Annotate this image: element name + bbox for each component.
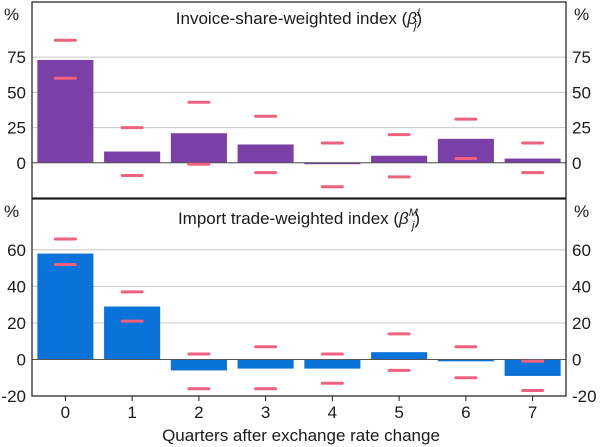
bar xyxy=(170,133,227,163)
panel-title-text: Import trade-weighted index ( xyxy=(178,209,399,228)
x-tick-label: 2 xyxy=(194,403,203,422)
x-tick-label: 4 xyxy=(328,403,337,422)
bar xyxy=(170,359,227,371)
y-tick-label-right: 75 xyxy=(572,48,591,67)
bar xyxy=(504,359,561,376)
y-unit-right: % xyxy=(574,202,589,221)
x-tick-label: 3 xyxy=(261,403,270,422)
panel-title-subscript: j xyxy=(410,220,415,232)
bar xyxy=(104,151,161,163)
panel-title: Import trade-weighted index (βM j) xyxy=(178,207,420,232)
x-tick-label: 1 xyxy=(127,403,136,422)
panel-title-close: ) xyxy=(417,9,423,28)
y-tick-label-left: 0 xyxy=(17,350,26,369)
panel-title-symbol: β xyxy=(398,209,409,228)
panel-frame xyxy=(31,198,567,397)
y-tick-label-left: -20 xyxy=(1,387,26,406)
y-tick-label-left: 25 xyxy=(7,119,26,138)
panel-title-symbol: β xyxy=(406,9,417,28)
y-tick-label-right: -20 xyxy=(572,387,597,406)
y-unit-right: % xyxy=(574,5,589,24)
panel-title-close: ) xyxy=(414,209,420,228)
y-tick-label-left: 60 xyxy=(7,241,26,260)
bar xyxy=(437,359,494,362)
bar xyxy=(237,144,294,163)
y-tick-label-left: 0 xyxy=(17,154,26,173)
y-tick-label-left: 40 xyxy=(7,277,26,296)
panel-title-superscript: I xyxy=(417,7,420,19)
y-tick-label-right: 40 xyxy=(572,277,591,296)
bar xyxy=(504,158,561,163)
y-unit-left: % xyxy=(4,202,19,221)
y-tick-label-right: 60 xyxy=(572,241,591,260)
x-tick-label: 0 xyxy=(61,403,70,422)
bar xyxy=(37,59,94,163)
x-axis: 0 1 2 3 4 5 6 7 xyxy=(61,396,537,422)
bar xyxy=(437,138,494,163)
panel-title-text: Invoice-share-weighted index ( xyxy=(176,9,408,28)
x-tick-label: 7 xyxy=(528,403,537,422)
bar xyxy=(371,352,428,360)
bar xyxy=(304,359,361,369)
panel-title-subscript: j xyxy=(412,20,417,32)
panel-frame xyxy=(31,1,567,199)
x-tick-label: 6 xyxy=(461,403,470,422)
panel-invoice-share-weighted: 0 0 25 25 50 50 75 75% % Invoice-share-weighted i… xyxy=(4,1,591,199)
x-tick-label: 5 xyxy=(394,403,403,422)
panel-import-trade-weighted: -20 -20 0 0 20 20 40 40 60 60% % Import trade-weigh… xyxy=(1,198,597,406)
y-tick-label-right: 0 xyxy=(572,154,581,173)
y-tick-label-left: 20 xyxy=(7,314,26,333)
y-tick-label-right: 50 xyxy=(572,83,591,102)
bar xyxy=(304,162,361,165)
bar xyxy=(104,306,161,360)
y-unit-left: % xyxy=(4,5,19,24)
y-tick-label-right: 25 xyxy=(572,119,591,138)
y-tick-label-left: 50 xyxy=(7,83,26,102)
y-tick-label-left: 75 xyxy=(7,48,26,67)
y-tick-label-right: 0 xyxy=(572,350,581,369)
panel-title: Invoice-share-weighted index (βI j) xyxy=(176,7,422,32)
bar xyxy=(37,253,94,360)
panel-title-superscript: M xyxy=(409,207,419,219)
x-axis-title: Quarters after exchange rate change xyxy=(162,426,440,445)
bar xyxy=(237,359,294,369)
bar xyxy=(371,155,428,163)
y-tick-label-right: 20 xyxy=(572,314,591,333)
